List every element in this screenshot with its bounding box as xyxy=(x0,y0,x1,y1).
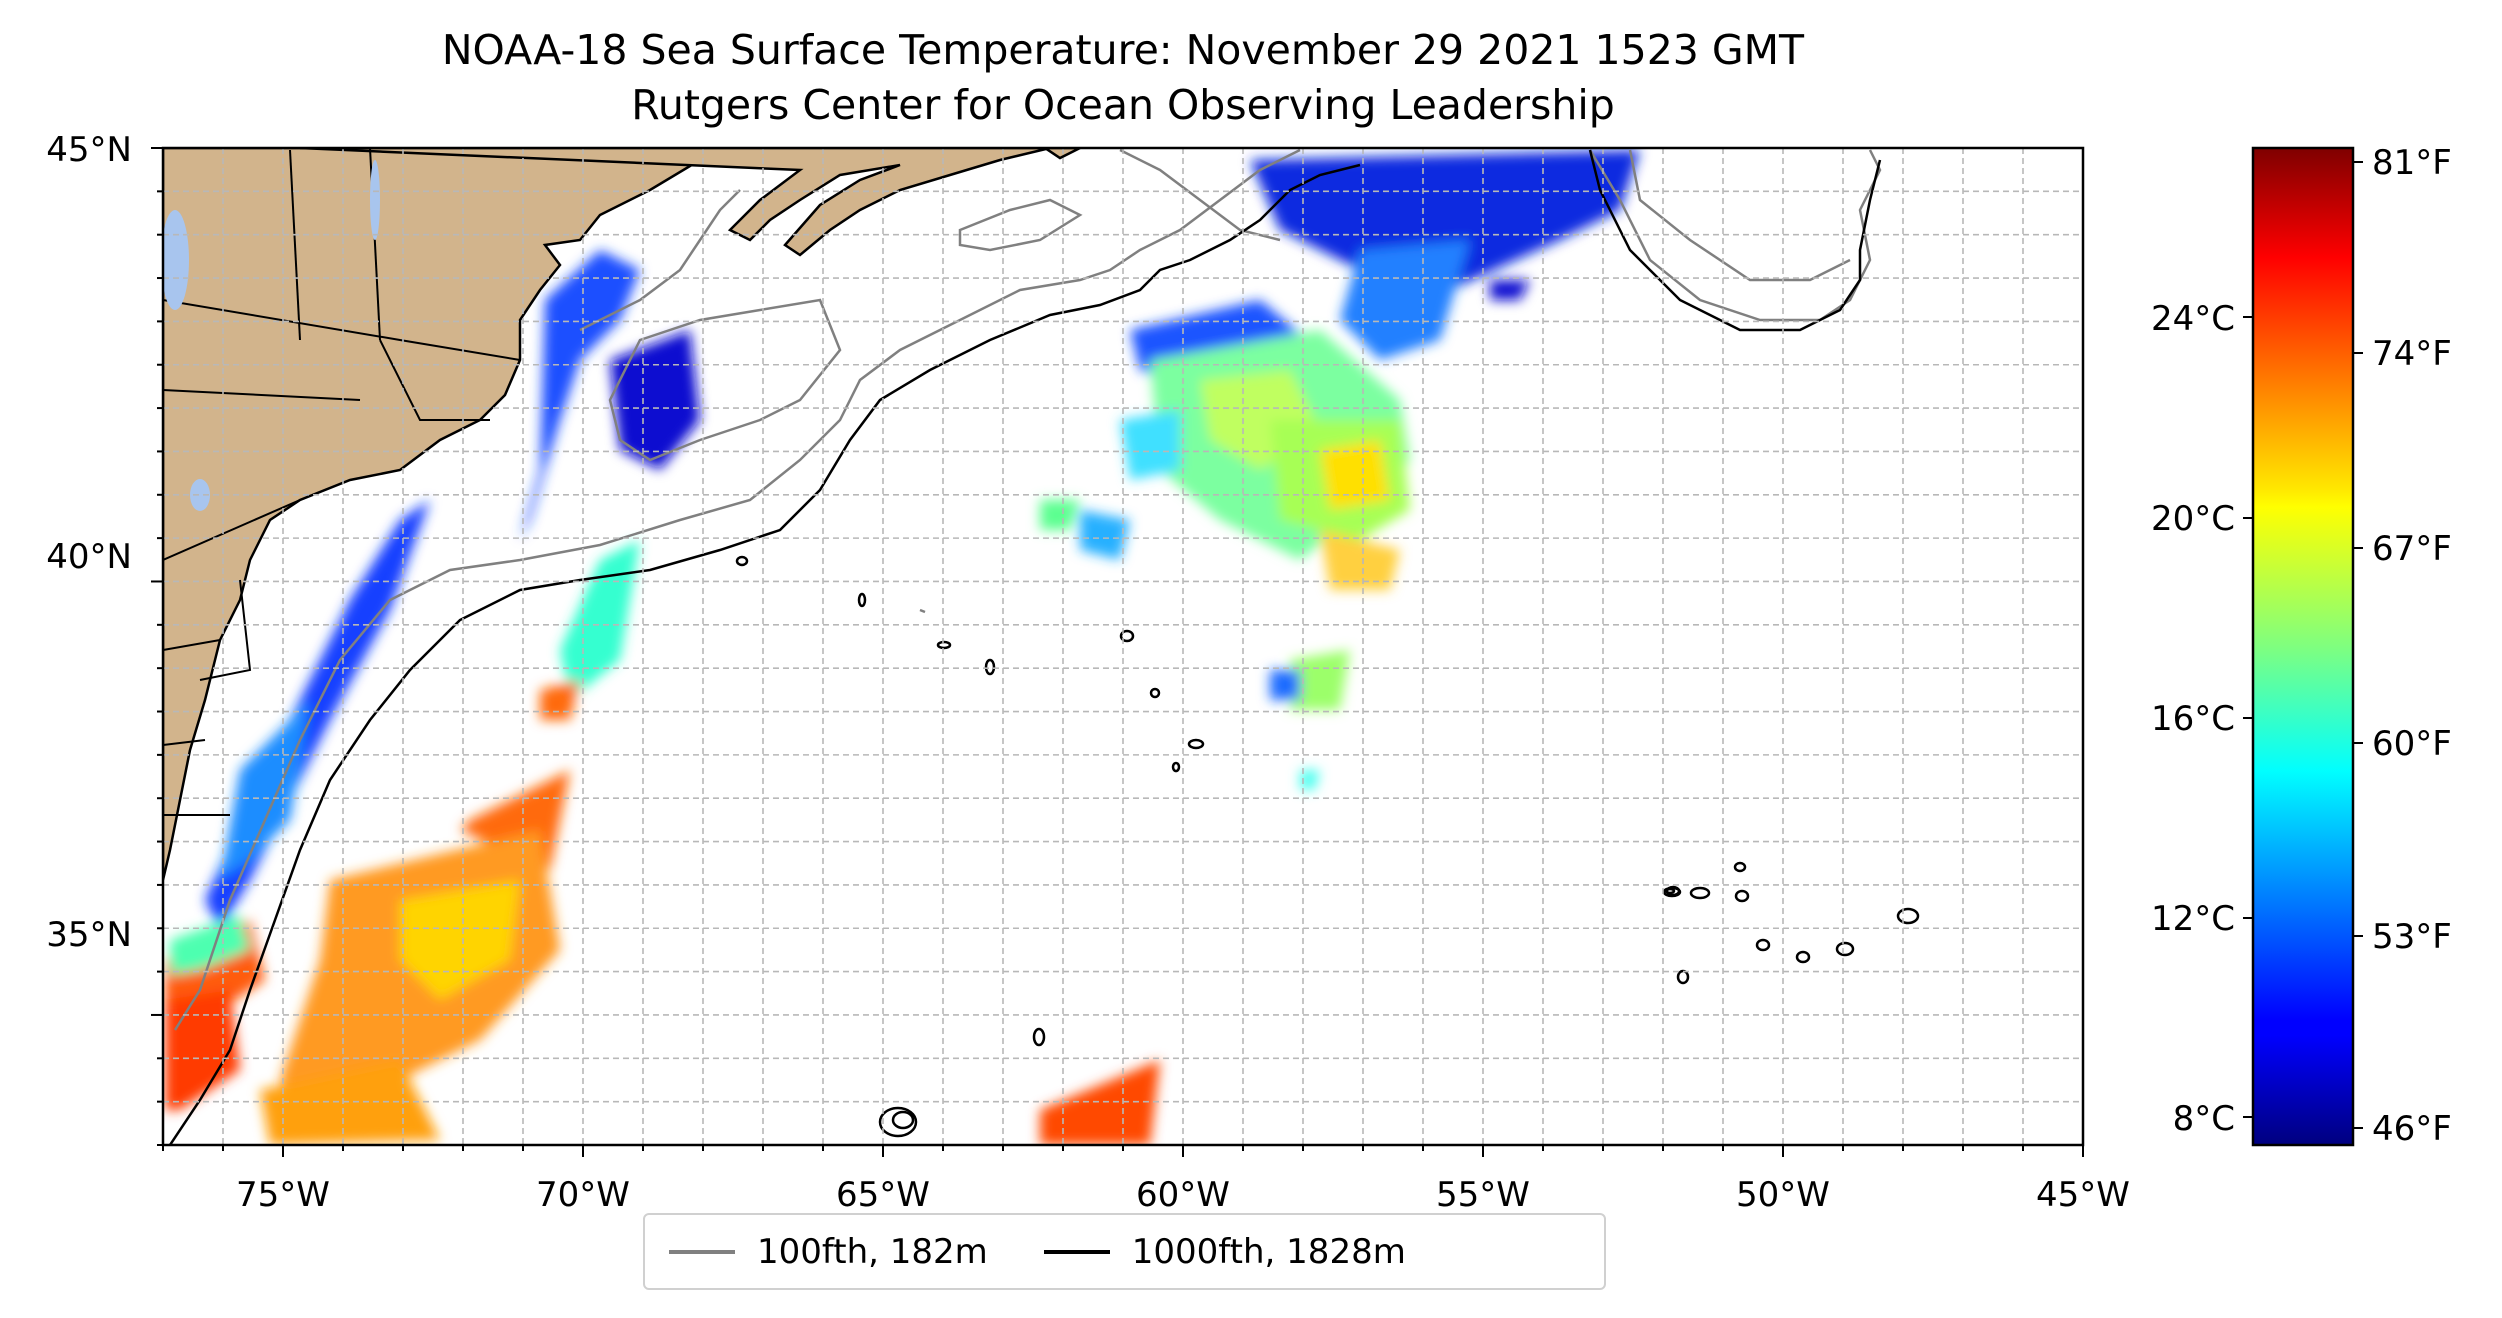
lat-tick-labels: 45°N 40°N 35°N xyxy=(46,130,132,955)
legend-label: 100fth, 182m xyxy=(757,1231,988,1272)
fahrenheit-tick-label: 74°F xyxy=(2372,334,2452,374)
chart-title: NOAA-18 Sea Surface Temperature: Novembe… xyxy=(441,26,1805,74)
lat-tick-label: 45°N xyxy=(46,130,132,170)
fahrenheit-tick-label: 60°F xyxy=(2372,724,2452,764)
fahrenheit-tick-label: 67°F xyxy=(2372,529,2452,569)
colorbar: 24°C 20°C 16°C 12°C 8°C 81°F 74°F 67°F 6… xyxy=(2151,143,2452,1149)
fahrenheit-tick-label: 81°F xyxy=(2372,143,2452,183)
legend-label: 1000fth, 1828m xyxy=(1131,1231,1406,1272)
fahrenheit-tick-label: 46°F xyxy=(2372,1109,2452,1149)
colorbar-gradient xyxy=(2251,146,2355,1147)
lat-tick-label: 35°N xyxy=(46,915,132,955)
celsius-tick-label: 16°C xyxy=(2151,699,2235,739)
lat-tick-label: 40°N xyxy=(46,537,132,577)
celsius-tick-label: 20°C xyxy=(2151,499,2235,539)
lon-tick-label: 50°W xyxy=(1736,1175,1830,1215)
lon-tick-label: 60°W xyxy=(1136,1175,1230,1215)
contour-1000fth xyxy=(168,149,1882,1145)
legend: 100fth, 182m 1000fth, 1828m xyxy=(643,1213,1606,1290)
lon-tick-label: 70°W xyxy=(536,1175,630,1215)
celsius-tick-label: 24°C xyxy=(2151,299,2235,339)
lon-tick-labels: 75°W 70°W 65°W 60°W 55°W 50°W 45°W xyxy=(236,1175,2130,1215)
lon-tick-label: 55°W xyxy=(1436,1175,1530,1215)
legend-item-100fth: 100fth, 182m xyxy=(669,1232,988,1272)
lon-tick-label: 45°W xyxy=(2036,1175,2130,1215)
sst-patches xyxy=(165,150,1640,1145)
seamounts xyxy=(735,555,1920,1138)
celsius-tick-label: 12°C xyxy=(2151,899,2235,939)
lon-tick-label: 65°W xyxy=(836,1175,930,1215)
chart-subtitle: Rutgers Center for Ocean Observing Leade… xyxy=(631,81,1615,129)
legend-item-1000fth: 1000fth, 1828m xyxy=(1043,1231,1406,1272)
black-line-swatch xyxy=(1043,1249,1110,1254)
colorbar-ticks xyxy=(2243,161,2363,1129)
gridlines xyxy=(163,148,2083,1145)
gray-line-swatch xyxy=(669,1249,735,1254)
lakes xyxy=(163,160,380,511)
lon-tick-label: 75°W xyxy=(236,1175,330,1215)
fahrenheit-tick-label: 53°F xyxy=(2372,917,2452,957)
axis-ticks xyxy=(151,147,2084,1157)
celsius-tick-label: 8°C xyxy=(2173,1099,2235,1139)
